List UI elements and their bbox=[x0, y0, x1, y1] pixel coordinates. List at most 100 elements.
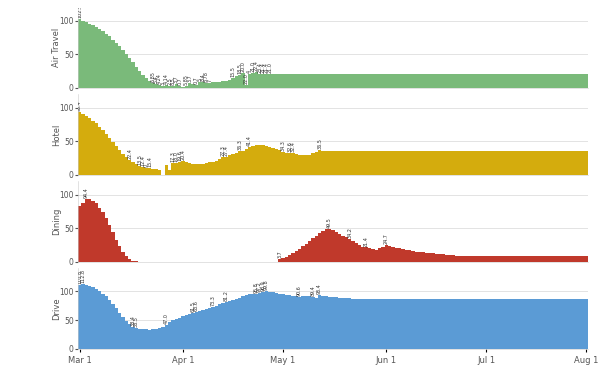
Bar bbox=[464, 299, 468, 349]
Bar bbox=[578, 256, 581, 262]
Bar bbox=[451, 74, 455, 88]
Bar bbox=[358, 74, 361, 88]
Bar bbox=[248, 74, 251, 88]
Text: 32.6: 32.6 bbox=[287, 141, 292, 152]
Bar bbox=[311, 74, 314, 88]
Bar bbox=[401, 74, 404, 88]
Bar bbox=[138, 70, 142, 88]
Bar bbox=[131, 327, 134, 349]
Bar bbox=[338, 74, 341, 88]
Bar bbox=[348, 151, 352, 175]
Bar bbox=[158, 170, 161, 175]
Bar bbox=[378, 299, 382, 349]
Bar bbox=[545, 74, 548, 88]
Text: 21.0: 21.0 bbox=[251, 61, 256, 72]
Bar bbox=[112, 304, 115, 349]
Bar bbox=[104, 218, 108, 262]
Bar bbox=[161, 327, 164, 349]
Text: 90.6: 90.6 bbox=[297, 285, 302, 296]
Bar bbox=[224, 81, 228, 88]
Bar bbox=[145, 78, 148, 88]
Bar bbox=[158, 85, 161, 88]
Bar bbox=[418, 151, 421, 175]
Text: 5.4: 5.4 bbox=[154, 76, 159, 83]
Bar bbox=[554, 256, 558, 262]
Bar bbox=[292, 253, 295, 262]
Bar bbox=[138, 166, 142, 175]
Text: 17.3: 17.3 bbox=[170, 152, 176, 162]
Bar bbox=[265, 74, 268, 88]
Bar bbox=[368, 248, 371, 262]
Bar bbox=[428, 253, 431, 262]
Bar bbox=[408, 251, 412, 262]
Bar bbox=[358, 299, 361, 349]
Bar bbox=[528, 74, 532, 88]
Bar bbox=[308, 155, 311, 175]
Bar bbox=[445, 299, 448, 349]
Bar bbox=[428, 151, 431, 175]
Text: 93.4: 93.4 bbox=[317, 284, 322, 294]
Bar bbox=[314, 236, 318, 262]
Bar bbox=[458, 151, 461, 175]
Bar bbox=[85, 198, 88, 262]
Bar bbox=[468, 299, 472, 349]
Bar bbox=[494, 256, 498, 262]
Bar bbox=[131, 63, 134, 88]
Bar bbox=[455, 151, 458, 175]
Bar bbox=[472, 299, 475, 349]
Bar bbox=[251, 294, 254, 349]
Text: 38.5: 38.5 bbox=[134, 316, 139, 327]
Text: 97.2: 97.2 bbox=[257, 281, 262, 292]
Bar bbox=[284, 74, 288, 88]
Bar bbox=[318, 233, 322, 262]
Bar bbox=[98, 127, 101, 175]
Bar bbox=[485, 299, 488, 349]
Bar bbox=[551, 299, 554, 349]
Bar bbox=[382, 247, 385, 262]
Bar bbox=[301, 74, 305, 88]
Bar bbox=[455, 74, 458, 88]
Bar bbox=[142, 329, 145, 349]
Bar bbox=[335, 74, 338, 88]
Bar bbox=[278, 74, 281, 88]
Bar bbox=[562, 299, 565, 349]
Bar bbox=[481, 256, 485, 262]
Bar bbox=[398, 74, 401, 88]
Bar bbox=[421, 252, 425, 262]
Text: 41.4: 41.4 bbox=[247, 135, 252, 146]
Bar bbox=[168, 322, 172, 349]
Bar bbox=[518, 74, 521, 88]
Bar bbox=[322, 151, 325, 175]
Bar bbox=[464, 151, 468, 175]
Bar bbox=[325, 74, 328, 88]
Bar bbox=[412, 74, 415, 88]
Bar bbox=[224, 156, 228, 175]
Text: 27.4: 27.4 bbox=[224, 145, 229, 156]
Bar bbox=[104, 296, 108, 349]
Bar bbox=[175, 84, 178, 88]
Text: 18.5: 18.5 bbox=[237, 63, 242, 74]
Text: 21.4: 21.4 bbox=[364, 236, 369, 246]
Bar bbox=[385, 299, 388, 349]
Bar bbox=[448, 74, 451, 88]
Bar bbox=[352, 241, 355, 262]
Text: 94.4: 94.4 bbox=[84, 187, 89, 198]
Text: 27.3: 27.3 bbox=[221, 145, 226, 156]
Bar bbox=[164, 85, 168, 88]
Bar bbox=[228, 301, 232, 349]
Bar bbox=[374, 250, 378, 262]
Bar bbox=[408, 74, 412, 88]
Bar bbox=[361, 247, 365, 262]
Bar bbox=[475, 256, 478, 262]
Bar bbox=[524, 74, 528, 88]
Bar bbox=[505, 299, 508, 349]
Bar bbox=[415, 252, 418, 262]
Bar bbox=[468, 151, 472, 175]
Bar bbox=[528, 299, 532, 349]
Bar bbox=[288, 255, 292, 262]
Bar bbox=[445, 255, 448, 262]
Bar bbox=[78, 19, 82, 88]
Bar bbox=[538, 256, 541, 262]
Bar bbox=[125, 256, 128, 262]
Bar bbox=[438, 151, 442, 175]
